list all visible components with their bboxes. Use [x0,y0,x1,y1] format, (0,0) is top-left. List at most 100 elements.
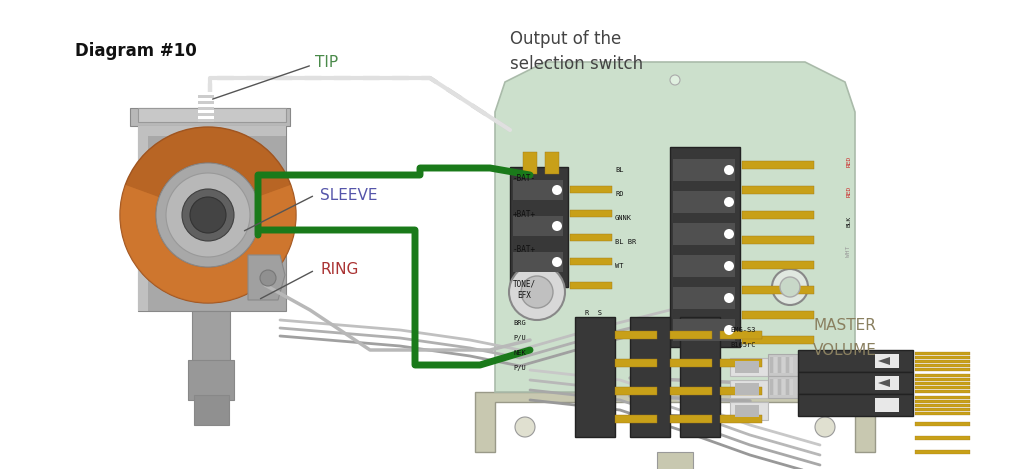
Bar [188,360,234,400]
Bar [730,380,768,398]
Bar [735,361,759,373]
Text: Diagram #10: Diagram #10 [75,42,197,60]
Polygon shape [248,255,285,300]
Bar [545,152,559,174]
Bar [194,395,229,425]
Bar [198,95,214,98]
Bar [790,379,793,395]
Bar [742,286,814,294]
Circle shape [670,75,680,85]
Wedge shape [120,185,296,303]
Bar [193,311,230,366]
Bar [915,382,970,385]
Circle shape [724,197,734,207]
Polygon shape [878,379,890,387]
Polygon shape [475,392,874,452]
Bar [673,159,735,181]
Circle shape [780,277,800,297]
Bar [513,252,563,272]
Bar [770,357,773,373]
Polygon shape [495,62,855,392]
Text: SLEEVE: SLEEVE [319,188,378,203]
Bar [673,319,735,341]
Bar [670,359,712,367]
Text: BLK: BLK [847,216,852,227]
Bar [670,147,740,347]
Bar [730,402,768,420]
Bar [198,101,214,104]
Circle shape [724,293,734,303]
Circle shape [724,325,734,335]
Circle shape [552,257,562,267]
Bar [198,104,214,107]
Bar [138,108,286,122]
Bar [198,98,214,101]
Bar [742,261,814,269]
Bar [680,317,720,437]
Bar [198,92,214,95]
Text: -BAT+: -BAT+ [513,245,537,254]
Circle shape [552,221,562,231]
Text: +BAT+: +BAT+ [513,210,537,219]
Bar [510,167,568,287]
Bar [742,336,814,344]
Circle shape [182,189,234,241]
Bar [673,255,735,277]
Text: TONE/: TONE/ [513,280,537,288]
Bar [798,394,913,416]
Bar [915,378,970,381]
Text: RED: RED [847,156,852,167]
Bar [198,116,214,119]
Bar [657,452,693,469]
Bar [670,415,712,423]
Circle shape [156,163,260,267]
Circle shape [521,276,553,308]
Text: EFX: EFX [517,292,530,301]
Text: MASTER
VOLUME: MASTER VOLUME [813,318,877,357]
Bar [570,186,612,193]
Bar [735,383,759,395]
Bar [798,350,913,372]
Bar [915,450,970,454]
Bar [630,317,670,437]
Bar [782,379,785,395]
Text: RING: RING [319,262,358,277]
Circle shape [515,417,535,437]
Text: BL BR: BL BR [615,239,636,245]
Bar [774,357,777,373]
Circle shape [509,264,565,320]
Bar [786,357,790,373]
Bar [915,422,970,426]
Bar [523,152,537,174]
Bar [730,358,768,376]
Bar [130,108,290,126]
Bar [570,210,612,217]
Bar [570,258,612,265]
Text: RD: RD [615,191,624,197]
Circle shape [190,197,226,233]
Bar [915,368,970,371]
Bar [768,354,798,376]
Bar [778,357,781,373]
Bar [615,331,657,339]
Bar [915,436,970,440]
Bar [782,357,785,373]
Bar [720,387,762,395]
Polygon shape [878,357,890,365]
Bar [615,387,657,395]
Bar [915,352,970,355]
Bar [874,376,899,390]
Circle shape [772,269,808,305]
Circle shape [724,261,734,271]
Text: BRG: BRG [513,320,525,326]
Text: EMG-S3: EMG-S3 [730,327,756,333]
Bar [915,360,970,363]
Circle shape [724,165,734,175]
Bar [915,390,970,393]
Bar [915,400,970,403]
Bar [742,186,814,194]
Text: BL: BL [615,167,624,173]
Bar [915,386,970,389]
Bar [673,287,735,309]
Bar [138,126,148,311]
